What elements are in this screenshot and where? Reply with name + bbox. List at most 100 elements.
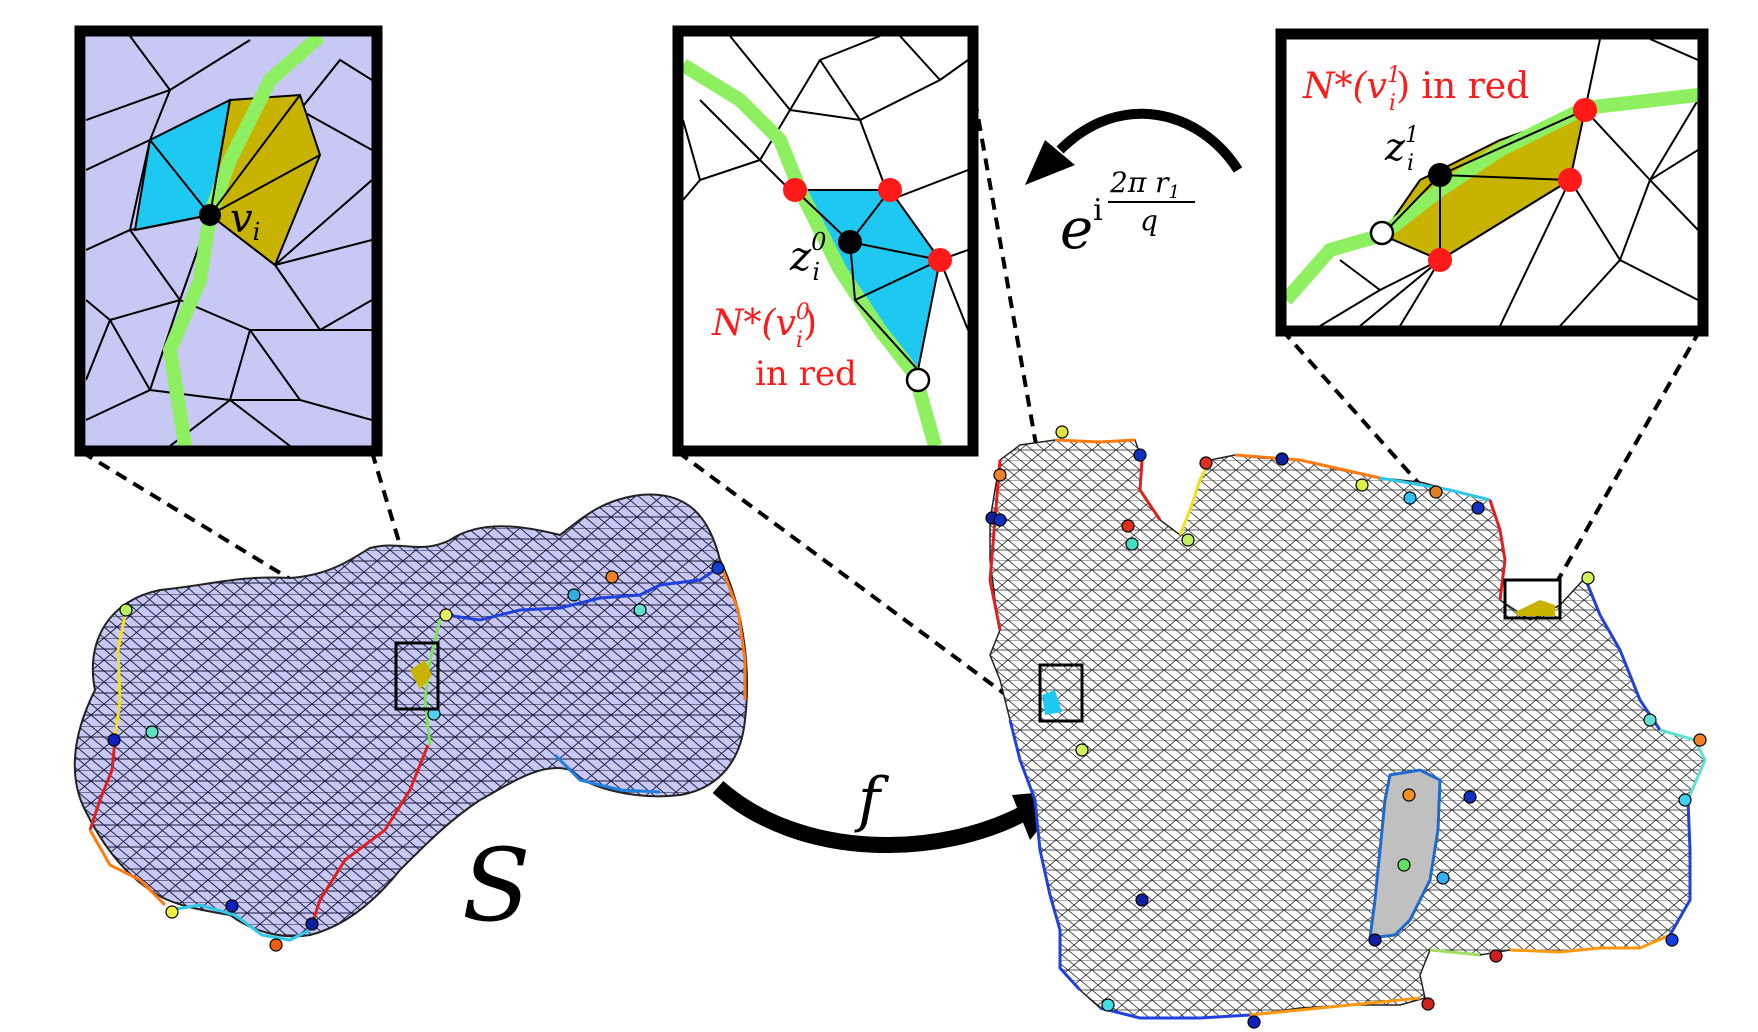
- inset-zi1-open-vertex: [1369, 220, 1395, 246]
- cone-point: [633, 603, 647, 617]
- flat-boundary-green-bottom: [1429, 948, 1481, 957]
- rotation-arrow: ei 2π r1 q: [1025, 108, 1243, 262]
- rotation-denominator: q: [1140, 204, 1158, 237]
- cone-point: [1368, 933, 1382, 947]
- cut-path-red-left: [88, 739, 117, 831]
- flat-boundary-red-top: [1138, 459, 1162, 521]
- inset-zi0-caption-line2: in red: [755, 354, 857, 394]
- neighbor-red: [783, 178, 807, 202]
- flattened-hole: [1368, 768, 1442, 940]
- flat-zoom-right-highlight: [1515, 600, 1555, 616]
- map-arrow-curve: [712, 781, 1034, 853]
- flat-cone-points: [985, 425, 1707, 1029]
- flat-boundary-orange-top2: [1234, 453, 1381, 480]
- surface-label: S: [462, 827, 531, 944]
- cone-point: [1135, 893, 1149, 907]
- flat-boundary-red: [988, 459, 1002, 631]
- inset-vi-background: [86, 36, 372, 446]
- cone-point: [119, 603, 133, 617]
- cone-point: [711, 561, 725, 575]
- flat-zoom-left-highlight: [1042, 690, 1062, 715]
- cone-point: [1436, 871, 1450, 885]
- cone-point: [1643, 713, 1657, 727]
- surface-mesh: [73, 493, 748, 952]
- cone-point: [1429, 485, 1443, 499]
- cut-path-red-mid: [308, 744, 430, 931]
- flat-boundary-orange-bottom2: [1249, 996, 1421, 1017]
- connector-right-b: [1556, 329, 1702, 581]
- flat-boundary-blue-bottom: [1099, 1006, 1251, 1020]
- cut-path-orange-right: [720, 567, 747, 700]
- inset-zi1-frame: [1275, 28, 1709, 337]
- cone-point: [439, 608, 453, 622]
- cone-point: [1275, 452, 1289, 466]
- inset-zi0-frame: [672, 25, 979, 457]
- cone-point: [1125, 537, 1139, 551]
- inset-zi0-vertex: [838, 230, 862, 254]
- inset-zi1: z1 i N*(v1 i) in red: [1275, 28, 1709, 337]
- cone-point: [1421, 997, 1435, 1011]
- surface-zoom-highlight: [410, 660, 432, 690]
- cone-point: [1075, 743, 1089, 757]
- map-label: f: [854, 765, 890, 835]
- cone-point: [269, 938, 283, 952]
- cone-point: [1489, 949, 1503, 963]
- inset-vi-label: vi: [230, 196, 260, 246]
- inset-vi-vertex: [199, 204, 221, 226]
- flattened-mesh: [985, 425, 1707, 1029]
- inset-zi0-cut-path: [683, 59, 942, 446]
- cone-point: [1133, 448, 1147, 462]
- cone-point: [1463, 790, 1477, 804]
- cut-path-cyan-bottom: [169, 903, 311, 942]
- cone-point: [605, 570, 619, 584]
- cone-point: [1247, 1015, 1261, 1029]
- rotation-arrow-curve: [1056, 108, 1243, 173]
- flat-zoom-box-right: [1503, 578, 1562, 620]
- cone-point: [1471, 501, 1485, 515]
- inset-zi0-caption-line1: N*(v0 i): [711, 300, 817, 353]
- inset-vi-frame: [74, 25, 383, 457]
- flat-boundary-blue-right: [1583, 577, 1662, 731]
- flat-boundary-cyan-right: [1659, 728, 1707, 801]
- cone-point: [1693, 733, 1707, 747]
- cone-point: [1181, 533, 1195, 547]
- cone-point: [1121, 519, 1135, 533]
- rotation-arrow-head: [1025, 140, 1075, 185]
- flat-boundary-yellow-top: [1178, 459, 1212, 536]
- cone-point: [567, 588, 581, 602]
- flat-zoom-box-left: [1038, 663, 1084, 723]
- flat-boundary-blue-right2: [1668, 799, 1692, 936]
- connector-right-a: [1280, 328, 1507, 582]
- inset-zi0-open-vertex: [905, 367, 931, 393]
- cut-path-blue-top: [445, 566, 719, 622]
- inset-vi-mesh: [86, 36, 372, 446]
- inset-zi1-caption: N*(v1 i) in red: [1302, 63, 1529, 116]
- flat-boundary-orange-bottom: [1509, 933, 1671, 954]
- cone-point: [1403, 491, 1417, 505]
- surface-body: [73, 493, 748, 938]
- cut-path-orange-left: [88, 829, 167, 907]
- cone-point: [1665, 933, 1679, 947]
- connector-mid-a: [676, 450, 1042, 722]
- cone-point: [1055, 425, 1069, 439]
- cone-point: [107, 733, 121, 747]
- neighbor-red: [1573, 98, 1597, 122]
- cone-point: [1355, 478, 1369, 492]
- flattened-body: [989, 439, 1706, 1019]
- flat-boundary-cyan-top: [1379, 476, 1491, 502]
- cone-point: [1101, 998, 1115, 1012]
- rotation-label: ei: [1060, 193, 1103, 262]
- rotation-numerator: 2π r1: [1109, 166, 1180, 203]
- flat-boundary-blue-left: [1008, 719, 1082, 992]
- cone-point: [165, 905, 179, 919]
- cone-point: [1581, 571, 1595, 585]
- neighbor-red: [1558, 168, 1582, 192]
- neighbor-red: [1428, 248, 1452, 272]
- map-arrow: [712, 781, 1070, 853]
- flat-boundary-orange-top: [1054, 438, 1136, 444]
- cone-point: [1397, 858, 1411, 872]
- neighbor-red: [878, 178, 902, 202]
- cone-point: [993, 513, 1007, 527]
- inset-zi0-label: z0 i: [789, 228, 826, 286]
